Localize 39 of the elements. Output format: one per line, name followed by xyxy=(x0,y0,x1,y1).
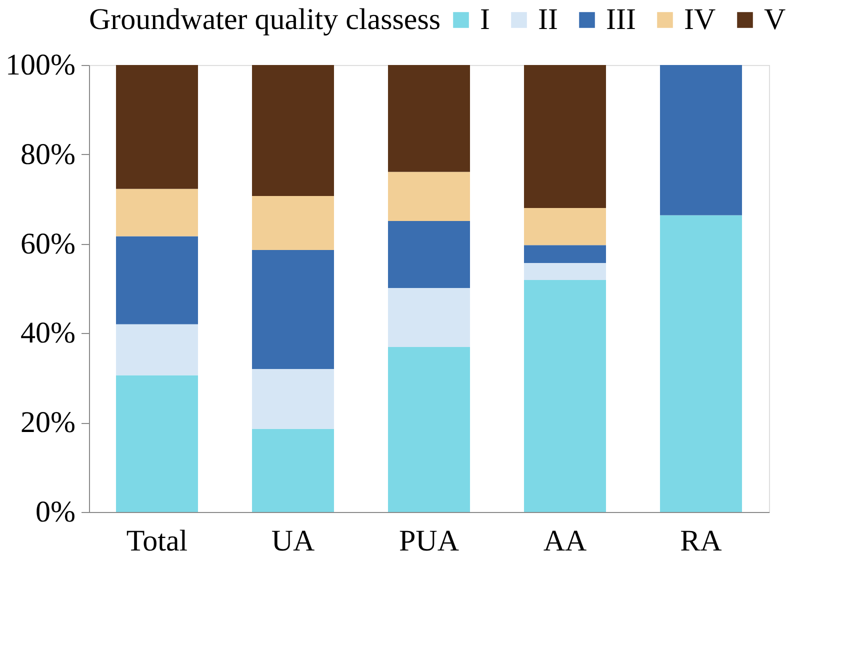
bar xyxy=(116,188,198,236)
bar xyxy=(524,208,606,246)
bar xyxy=(524,65,606,208)
bar xyxy=(388,347,470,512)
bar xyxy=(252,196,334,250)
bar xyxy=(388,65,470,172)
legend-label: IV xyxy=(684,3,716,36)
bar xyxy=(388,221,470,288)
bar xyxy=(524,263,606,280)
x-tick-label: UA xyxy=(271,524,315,558)
bar xyxy=(660,215,742,512)
bar xyxy=(388,288,470,348)
bar xyxy=(252,428,334,512)
legend-title: Groundwater quality classess xyxy=(89,3,441,36)
x-tick-label: RA xyxy=(680,524,722,558)
bar xyxy=(252,368,334,429)
y-tick-label: 100% xyxy=(6,48,76,82)
legend-label: II xyxy=(538,3,558,36)
bar xyxy=(660,65,742,216)
y-tick-label: 60% xyxy=(20,227,76,260)
legend-label: III xyxy=(606,3,636,36)
y-tick-label: 40% xyxy=(20,316,76,350)
bar xyxy=(388,172,470,222)
x-tick-label: AA xyxy=(543,524,587,558)
legend-label: I xyxy=(480,3,490,36)
y-tick-label: 80% xyxy=(20,138,76,171)
bar xyxy=(116,65,198,189)
x-tick-label: PUA xyxy=(398,524,460,558)
bar xyxy=(524,280,606,512)
bar xyxy=(116,324,198,376)
bar xyxy=(116,236,198,324)
bar xyxy=(252,250,334,369)
bar xyxy=(116,375,198,512)
x-tick-label: Total xyxy=(126,524,188,558)
y-tick-label: 20% xyxy=(20,406,76,440)
legend-label: V xyxy=(764,3,786,36)
bar xyxy=(524,245,606,264)
bar xyxy=(252,65,334,196)
y-tick-label: 0% xyxy=(36,496,76,528)
